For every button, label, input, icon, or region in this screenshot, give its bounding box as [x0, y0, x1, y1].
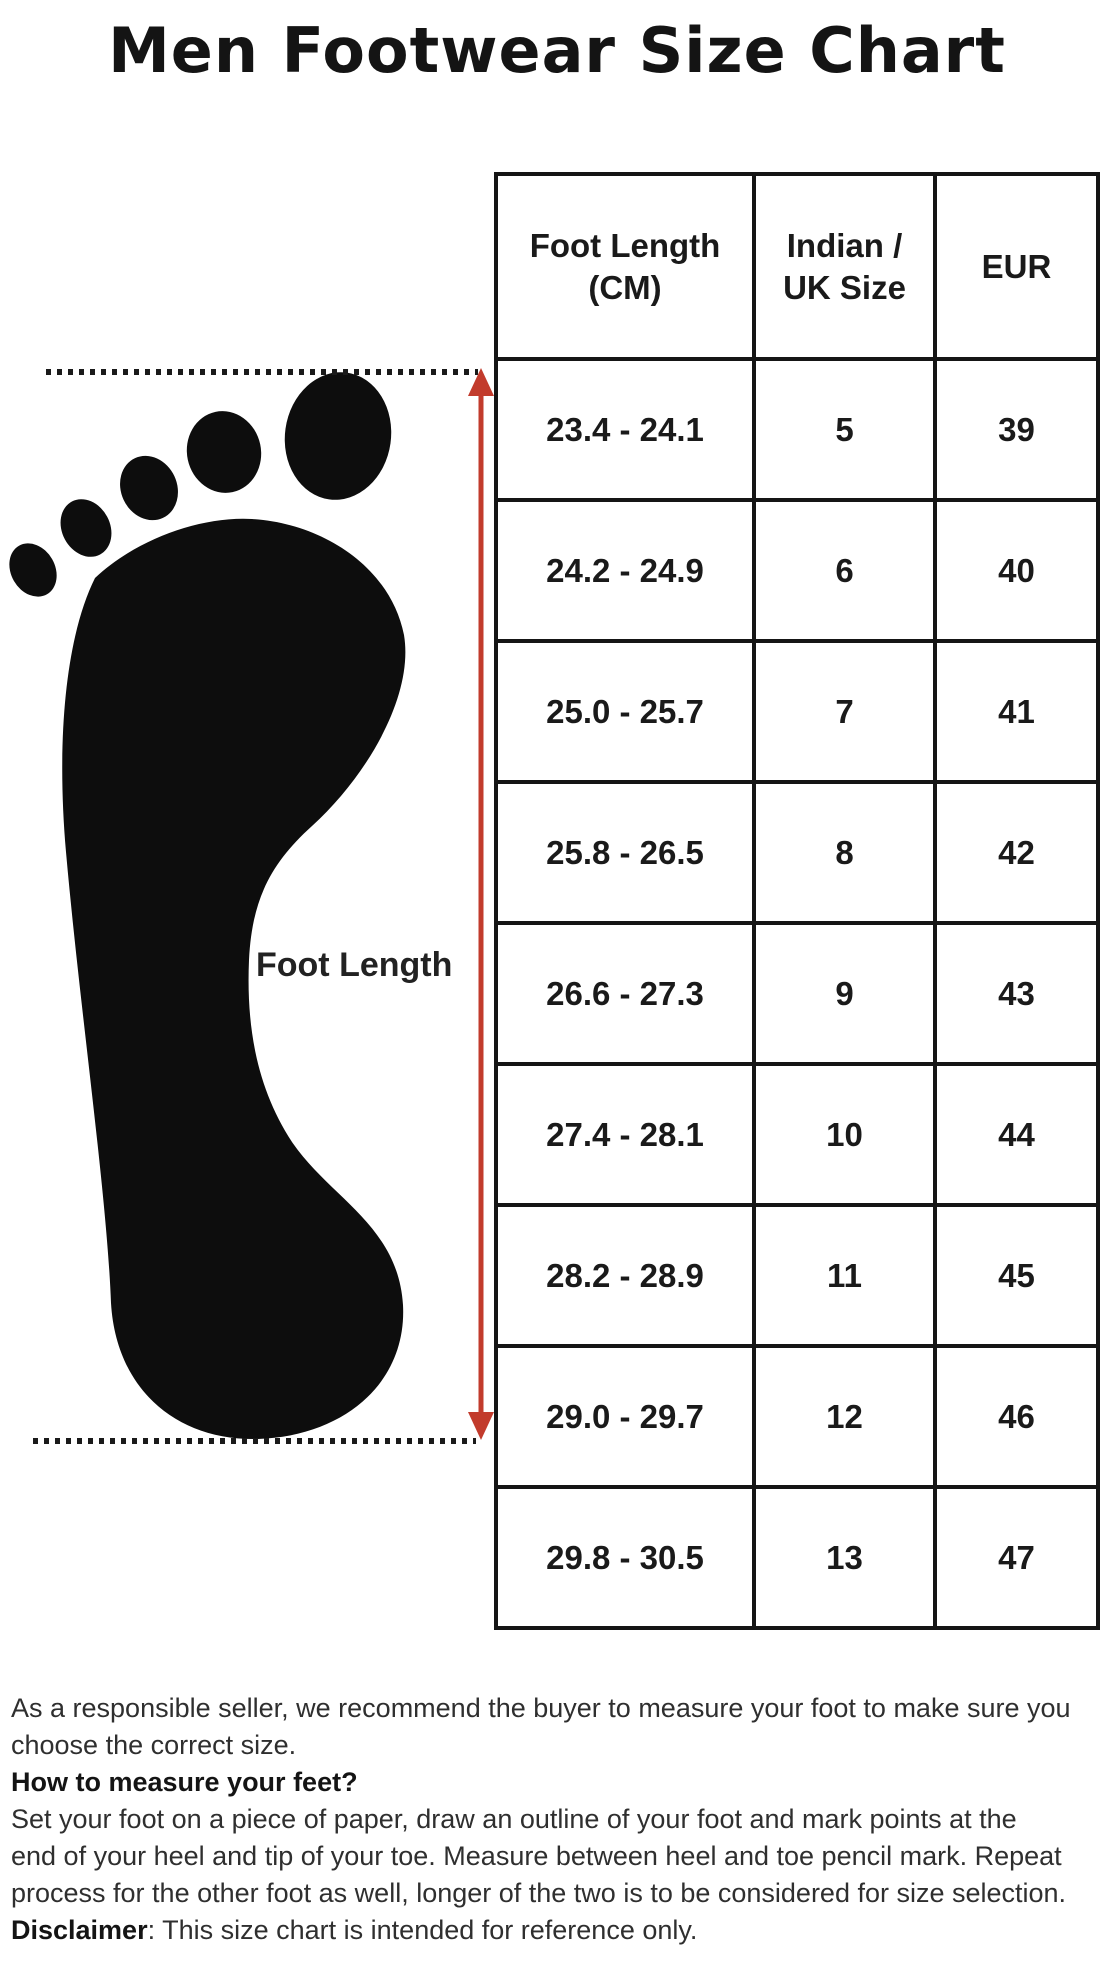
footer-notes: As a responsible seller, we recommend th… — [11, 1690, 1107, 1949]
cell-eur-size: 43 — [933, 921, 1100, 1066]
how-to-body: Set your foot on a piece of paper, draw … — [11, 1804, 1067, 1908]
cell-foot-length: 26.6 - 27.3 — [494, 921, 756, 1066]
cell-uk-size: 12 — [752, 1344, 937, 1489]
cell-foot-length: 27.4 - 28.1 — [494, 1062, 756, 1207]
cell-uk-size: 5 — [752, 357, 937, 502]
little-toe — [9, 543, 57, 597]
foot-sole-shape — [62, 518, 406, 1440]
table-row: 29.8 - 30.5 13 47 — [494, 1485, 1100, 1630]
cell-uk-size: 7 — [752, 639, 937, 784]
disclaimer-line: Disclaimer: This size chart is intended … — [11, 1912, 1107, 1949]
cell-eur-size: 47 — [933, 1485, 1100, 1630]
arrowhead-up-icon — [468, 368, 494, 396]
cell-eur-size: 41 — [933, 639, 1100, 784]
cell-foot-length: 25.0 - 25.7 — [494, 639, 756, 784]
table-row: 29.0 - 29.7 12 46 — [494, 1344, 1100, 1489]
page-title: Men Footwear Size Chart — [108, 14, 1006, 87]
table-header-row: Foot Length (CM) Indian / UK Size EUR — [494, 172, 1100, 361]
header-indian-uk-size: Indian / UK Size — [752, 172, 937, 361]
cell-foot-length: 29.0 - 29.7 — [494, 1344, 756, 1489]
cell-uk-size: 10 — [752, 1062, 937, 1207]
how-to-heading: How to measure your feet? — [11, 1767, 358, 1797]
table-row: 24.2 - 24.9 6 40 — [494, 498, 1100, 643]
table-row: 25.8 - 26.5 8 42 — [494, 780, 1100, 925]
table-row: 25.0 - 25.7 7 41 — [494, 639, 1100, 784]
cell-eur-size: 40 — [933, 498, 1100, 643]
foot-silhouette — [9, 372, 406, 1440]
cell-uk-size: 6 — [752, 498, 937, 643]
big-toe — [284, 372, 392, 500]
table-row: 23.4 - 24.1 5 39 — [494, 357, 1100, 502]
cell-uk-size: 8 — [752, 780, 937, 925]
arrowhead-down-icon — [468, 1412, 494, 1440]
measure-arrow — [468, 368, 494, 1440]
table-row: 28.2 - 28.9 11 45 — [494, 1203, 1100, 1348]
header-eur: EUR — [933, 172, 1100, 361]
cell-foot-length: 23.4 - 24.1 — [494, 357, 756, 502]
cell-foot-length: 28.2 - 28.9 — [494, 1203, 756, 1348]
cell-eur-size: 44 — [933, 1062, 1100, 1207]
third-toe — [120, 455, 178, 521]
header-foot-length-cm: Foot Length (CM) — [494, 172, 756, 361]
fourth-toe — [60, 499, 112, 557]
cell-eur-size: 46 — [933, 1344, 1100, 1489]
disclaimer-text: : This size chart is intended for refere… — [147, 1915, 698, 1945]
disclaimer-label: Disclaimer — [11, 1915, 148, 1945]
cell-uk-size: 9 — [752, 921, 937, 1066]
cell-foot-length: 25.8 - 26.5 — [494, 780, 756, 925]
cell-eur-size: 42 — [933, 780, 1100, 925]
cell-eur-size: 45 — [933, 1203, 1100, 1348]
cell-foot-length: 24.2 - 24.9 — [494, 498, 756, 643]
seller-note: As a responsible seller, we recommend th… — [11, 1693, 1071, 1760]
cell-eur-size: 39 — [933, 357, 1100, 502]
cell-uk-size: 13 — [752, 1485, 937, 1630]
second-toe — [186, 411, 262, 493]
cell-foot-length: 29.8 - 30.5 — [494, 1485, 756, 1630]
foot-measurement-figure — [9, 368, 494, 1444]
table-row: 26.6 - 27.3 9 43 — [494, 921, 1100, 1066]
size-table: Foot Length (CM) Indian / UK Size EUR 23… — [494, 172, 1100, 1630]
cell-uk-size: 11 — [752, 1203, 937, 1348]
table-row: 27.4 - 28.1 10 44 — [494, 1062, 1100, 1207]
foot-length-label: Foot Length — [256, 946, 453, 984]
